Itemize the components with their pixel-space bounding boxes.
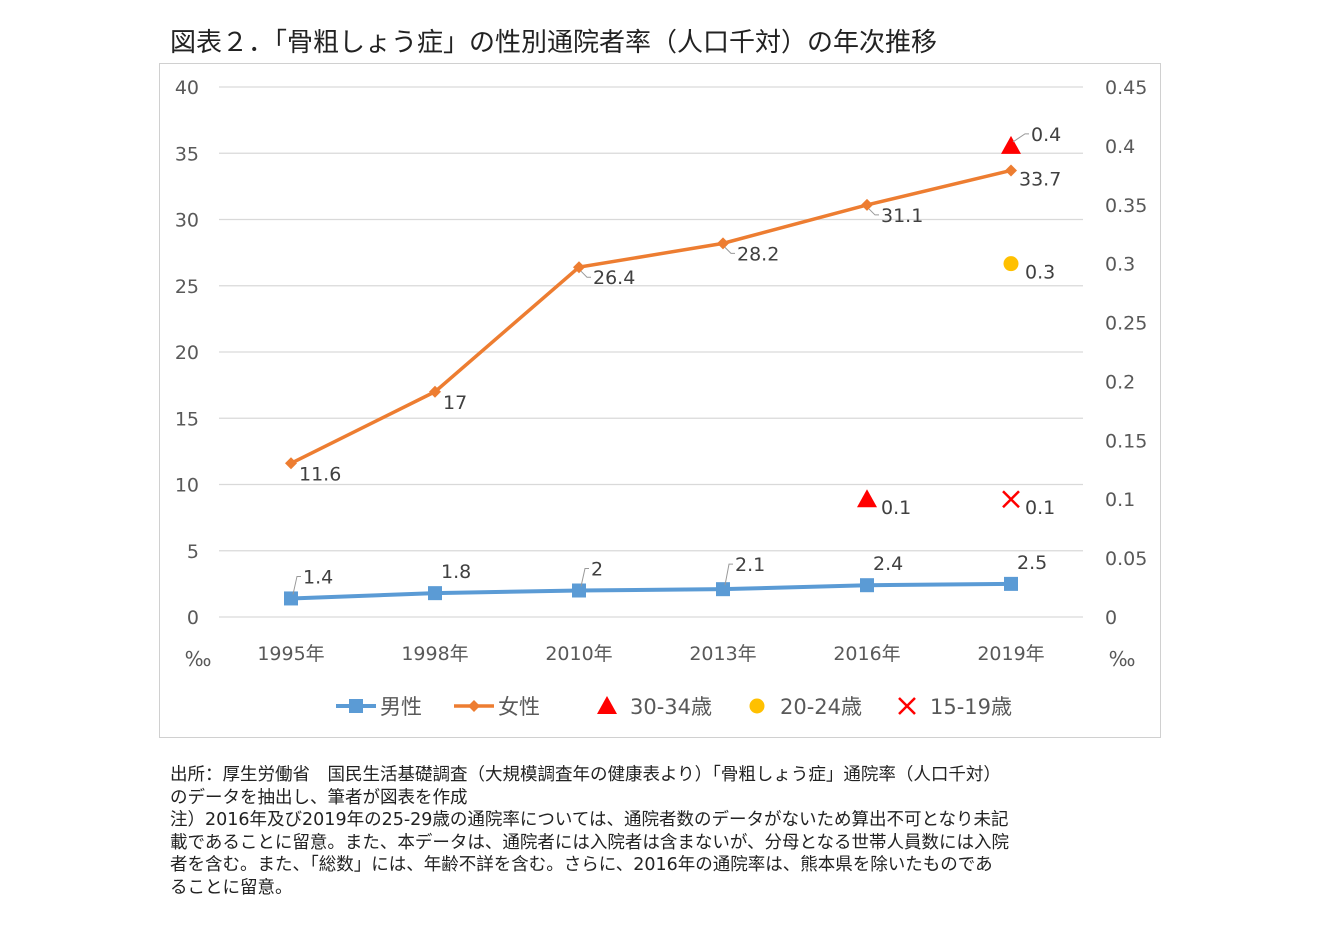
label-leader [1012, 133, 1029, 143]
y-right-tick-label: 0.35 [1105, 195, 1147, 217]
y-right-tick-label: 0.25 [1105, 313, 1147, 335]
data-point [285, 457, 297, 470]
data-label: 2.1 [735, 554, 765, 576]
y-right-tick-label: 0.4 [1105, 136, 1135, 158]
x-tick-label: 2010年 [545, 643, 612, 665]
data-point [573, 261, 585, 274]
data-point [860, 578, 874, 593]
data-point [861, 198, 873, 211]
data-point [429, 385, 441, 398]
legend-marker [349, 699, 363, 713]
y-right-tick-label: 0 [1105, 607, 1117, 629]
data-label: 33.7 [1019, 168, 1061, 190]
data-point [1004, 576, 1018, 591]
chart-title: 図表２．「骨粗しょう症」の性別通院者率（人口千対）の年次推移 [170, 28, 938, 58]
y-right-tick-label: 0.1 [1105, 489, 1135, 511]
data-label: 0.4 [1031, 124, 1061, 146]
y-left-tick-label: 30 [175, 210, 199, 232]
label-leader [580, 270, 591, 278]
data-label: 2 [591, 559, 603, 581]
data-point [1003, 256, 1019, 272]
data-label: 11.6 [299, 463, 341, 485]
y-right-unit: ‰ [1109, 647, 1136, 671]
source-note: 出所：厚生労働省 国民生活基礎調査（大規模調査年の健康表より）「骨粗しょう症」通… [170, 764, 1170, 899]
data-label: 0.1 [881, 497, 911, 519]
y-right-tick-label: 0.2 [1105, 371, 1135, 393]
y-left-tick-label: 35 [175, 143, 199, 165]
y-right-tick-label: 0.15 [1105, 430, 1147, 452]
label-leader [868, 208, 879, 216]
note-line: 注）2016年及び2019年の25-29歳の通院率については、通院者数のデータが… [170, 810, 1009, 830]
legend-label: 30-34歳 [630, 695, 712, 719]
label-leader [724, 563, 733, 586]
y-left-tick-label: 25 [175, 276, 199, 298]
y-left-tick-label: 0 [187, 607, 199, 629]
data-label: 31.1 [881, 205, 923, 227]
data-label: 26.4 [593, 267, 635, 289]
y-left-unit: ‰ [185, 647, 212, 671]
data-point [1002, 490, 1020, 509]
data-label: 1.8 [441, 561, 471, 583]
legend-label: 20-24歳 [780, 695, 862, 719]
data-label: 2.4 [873, 553, 903, 575]
data-label: 28.2 [737, 243, 779, 265]
label-leader [292, 575, 301, 595]
legend-label: 女性 [498, 695, 540, 719]
data-point [572, 583, 586, 598]
legend-marker [898, 697, 916, 715]
legend-label: 男性 [380, 695, 422, 719]
x-tick-label: 1998年 [401, 643, 468, 665]
y-right-tick-label: 0.3 [1105, 254, 1135, 276]
series-line [290, 168, 1012, 465]
series-line [290, 581, 1012, 601]
data-label: 1.4 [303, 566, 333, 588]
source-line: のデータを抽出し、筆者が図表を作成 [170, 787, 468, 808]
note-line: ることに留意。 [170, 877, 293, 898]
legend-marker [749, 698, 765, 714]
data-point [716, 582, 730, 597]
x-tick-label: 2016年 [833, 643, 900, 665]
label-leader [724, 246, 735, 254]
data-point [717, 237, 729, 250]
chart: 0 5 10 15 20 25 30 35 40 0 0.05 0.1 0.15 0.2 0.25 0.3 0.… [159, 63, 1161, 738]
note-line: 者を含む。また、「総数」には、年齢不詳を含む。さらに、2016年の通院率は、熊本… [170, 855, 993, 875]
legend-marker [597, 696, 617, 714]
y-right-tick-label: 0.45 [1105, 77, 1147, 99]
legend-label: 15-19歳 [930, 695, 1012, 719]
x-tick-label: 2019年 [977, 643, 1044, 665]
chart-frame [159, 63, 1161, 738]
source-line: 出所：厚生労働省 国民生活基礎調査（大規模調査年の健康表より）「骨粗しょう症」通… [170, 765, 1001, 785]
label-leader [580, 568, 589, 587]
x-tick-label: 1995年 [257, 643, 324, 665]
y-left-tick-label: 15 [175, 408, 199, 430]
y-right-tick-label: 0.05 [1105, 548, 1147, 570]
legend-marker [468, 700, 480, 712]
data-label: 17 [443, 392, 467, 414]
y-left-tick-label: 10 [175, 475, 199, 497]
y-left-tick-label: 5 [187, 541, 199, 563]
data-point [1005, 164, 1017, 177]
data-label: 2.5 [1017, 552, 1047, 574]
data-point [857, 489, 877, 508]
data-point [1001, 135, 1021, 154]
data-point [428, 586, 442, 601]
data-label: 0.3 [1025, 262, 1055, 284]
y-left-tick-label: 40 [175, 77, 199, 99]
data-label: 0.1 [1025, 497, 1055, 519]
data-point [284, 591, 298, 606]
note-line: 載であることに留意。また、本データは、通院者には入院者は含まないが、分母となる世… [170, 832, 1009, 853]
y-left-tick-label: 20 [175, 342, 199, 364]
x-tick-label: 2013年 [689, 643, 756, 665]
